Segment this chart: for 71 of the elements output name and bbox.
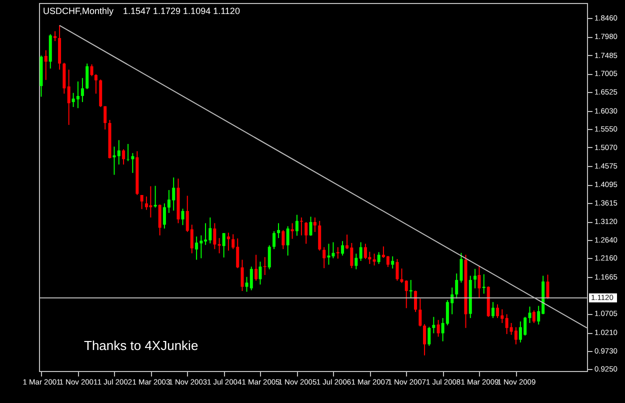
candlestick <box>327 243 330 266</box>
candlestick <box>432 316 436 334</box>
candlestick <box>295 214 298 236</box>
candlestick <box>282 230 285 250</box>
candlestick <box>436 319 440 338</box>
candlestick <box>318 220 322 252</box>
candlestick <box>377 252 380 264</box>
candlestick <box>240 259 244 292</box>
candlestick <box>122 148 126 166</box>
candlestick <box>263 256 266 276</box>
candlestick <box>222 232 226 258</box>
candlestick <box>359 242 362 262</box>
candlestick <box>496 304 500 319</box>
candlestick <box>478 265 481 298</box>
candlestick <box>304 222 308 244</box>
candlestick <box>67 69 70 126</box>
candlestick <box>368 251 372 264</box>
candlestick <box>286 226 290 256</box>
chart-subtitle: 1.1547 1.1729 1.1094 1.1120 <box>123 6 240 16</box>
candlestick <box>245 276 248 292</box>
candlestick <box>226 232 230 252</box>
candlestick <box>532 310 536 324</box>
candlestick <box>131 152 134 174</box>
candlestick <box>423 324 426 356</box>
candlestick <box>418 298 422 327</box>
candlestick <box>492 302 495 319</box>
candlestick <box>154 185 157 208</box>
candlestick <box>181 208 184 226</box>
candlestick <box>218 238 221 254</box>
candlestick <box>117 140 120 166</box>
candlestick <box>386 255 390 268</box>
candlestick <box>400 268 404 284</box>
candlestick <box>409 279 412 298</box>
candlestick <box>514 326 518 345</box>
candlestick <box>404 280 408 309</box>
candlestick <box>322 246 326 269</box>
candlestick <box>354 253 358 270</box>
candlestick <box>428 326 431 346</box>
candlestick <box>272 230 276 250</box>
candlestick <box>140 194 144 210</box>
candlestick <box>414 290 418 312</box>
candlestick <box>144 196 148 210</box>
candlestick <box>313 216 316 232</box>
candlestick <box>546 274 550 300</box>
candlestick <box>364 243 367 260</box>
candlestick <box>112 146 116 176</box>
candlestick <box>80 78 84 103</box>
candlestick <box>195 236 198 260</box>
candlestick <box>391 256 394 270</box>
candlestick <box>309 216 312 236</box>
candlestick <box>104 106 107 130</box>
candlestick <box>44 50 48 80</box>
candlestick <box>258 261 262 286</box>
candlestick <box>213 222 216 250</box>
candlestick <box>158 204 162 236</box>
candlestick <box>268 244 271 270</box>
candlestick <box>86 63 89 90</box>
candlestick <box>94 74 98 94</box>
candlestick <box>76 80 80 109</box>
candlestick <box>474 268 477 289</box>
chart-title: USDCHF,Monthly <box>43 6 114 16</box>
candlestick <box>336 246 340 260</box>
candlestick <box>90 64 94 77</box>
candlestick <box>277 222 280 239</box>
candlestick <box>54 30 57 42</box>
annotation: Thanks to 4XJunkie <box>84 338 198 353</box>
candlestick <box>341 240 344 256</box>
candlestick <box>250 266 253 291</box>
candlestick <box>126 143 130 162</box>
candlestick <box>396 258 399 282</box>
candlestick <box>254 254 258 282</box>
